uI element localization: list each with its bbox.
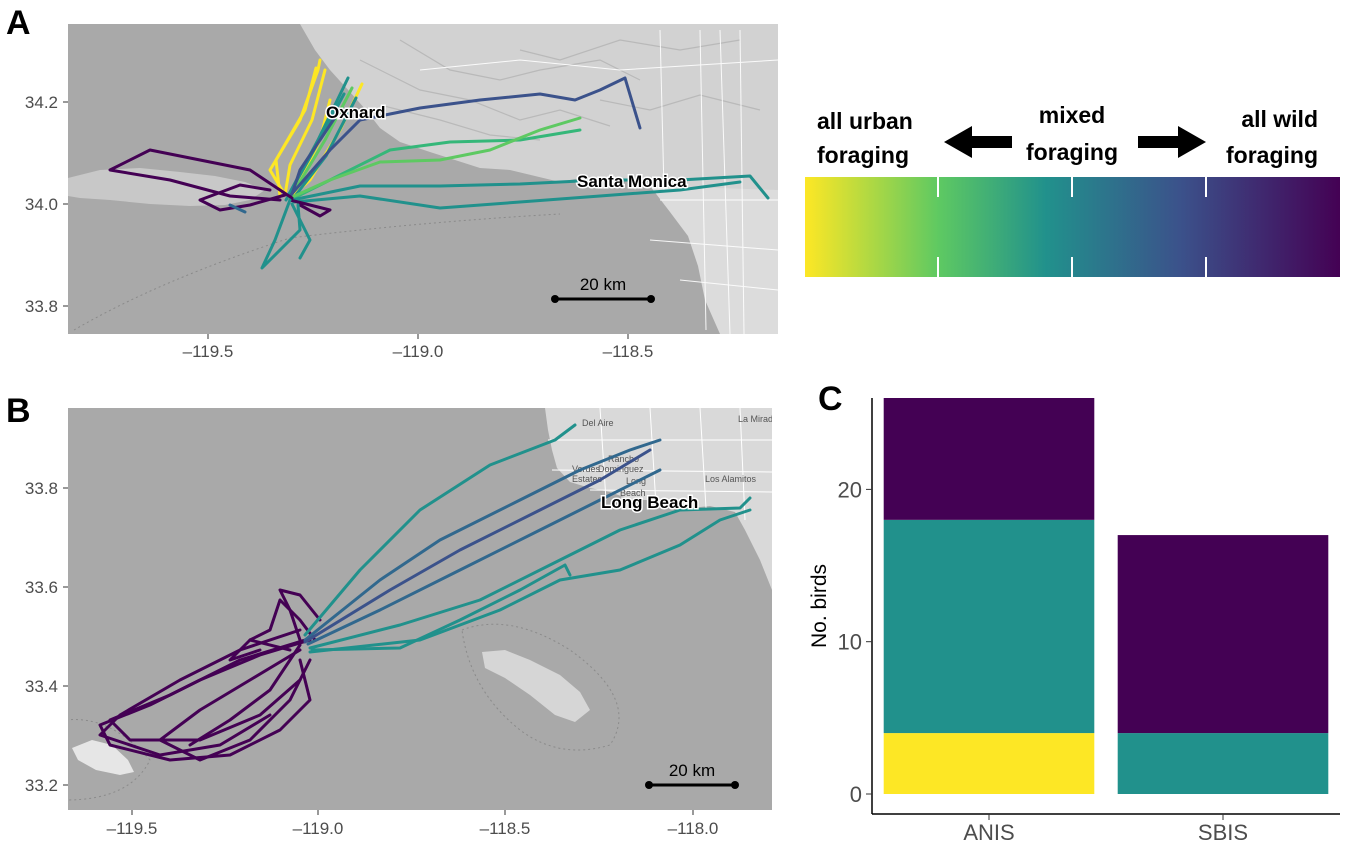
panel-a-map: Oxnard Santa Monica 20 km — [68, 24, 778, 334]
a-xtick: –118.5 — [603, 342, 654, 361]
c-y-ticks: 0 10 20 — [838, 477, 872, 807]
c-y-axis-title: No. birds — [808, 564, 831, 648]
a-xtick: –119.0 — [393, 342, 444, 361]
legend-right-line2: foraging — [1226, 142, 1318, 168]
mainland — [545, 408, 772, 590]
b-ytick: 33.6 — [25, 578, 58, 597]
roads — [419, 29, 778, 334]
b-xtick: –118.0 — [668, 819, 719, 838]
a-ytick: 34.0 — [25, 195, 58, 214]
c-ytick-label: 0 — [850, 782, 862, 807]
place-santa-monica: Santa Monica — [577, 172, 687, 191]
a-xtick: –119.5 — [183, 342, 234, 361]
arrow-left-icon — [944, 126, 1012, 158]
a-ytick: 33.8 — [25, 297, 58, 316]
bar-segment-sbis-1 — [1117, 733, 1329, 794]
axis-a: –119.5 –119.0 –118.5 33.8 34.0 34.2 — [25, 93, 653, 361]
catalina-island — [482, 650, 590, 722]
bar-chart — [883, 398, 1329, 794]
panel-a: A — [6, 4, 778, 361]
bar-segment-anis-2 — [883, 398, 1095, 520]
legend-left-line1: all urban — [817, 108, 913, 134]
c-xtick-label: SBIS — [1198, 820, 1248, 842]
panel-b-map: Del Aire La Mirada Rancho Dominguez Long… — [68, 408, 778, 810]
scale-bar-b: 20 km — [645, 761, 739, 789]
a-ytick: 34.2 — [25, 93, 58, 112]
b-xtick: –119.5 — [107, 819, 158, 838]
c-ytick-label: 20 — [838, 477, 862, 502]
island — [68, 168, 265, 206]
c-x-ticks: ANIS SBIS — [963, 814, 1248, 842]
panel-b: B Del Aire La Mirada Rancho Dominguez Lo… — [6, 392, 778, 838]
place-long-beach: Long Beach — [601, 493, 698, 512]
b-ytick: 33.2 — [25, 776, 58, 795]
panel-c-letter: C — [818, 380, 843, 418]
svg-text:La Mirada: La Mirada — [738, 414, 778, 424]
legend-mid-line1: mixed — [1039, 102, 1105, 128]
b-xtick: –119.0 — [293, 819, 344, 838]
place-oxnard: Oxnard — [326, 103, 386, 122]
tracks-a — [108, 58, 770, 270]
legend-right-line1: all wild — [1241, 106, 1318, 132]
color-bar-ticks — [937, 177, 1207, 277]
scale-bar-a: 20 km — [551, 275, 655, 303]
svg-text:Rancho: Rancho — [608, 454, 639, 464]
b-ytick: 33.8 — [25, 479, 58, 498]
legend-left-line2: foraging — [817, 142, 909, 168]
axis-b: –119.5 –119.0 –118.5 –118.0 33.2 33.4 33… — [25, 479, 718, 838]
svg-text:Los Alamitos: Los Alamitos — [705, 474, 757, 484]
bar-segment-anis-0 — [883, 733, 1095, 794]
svg-text:Estates: Estates — [572, 474, 603, 484]
b-ytick: 33.4 — [25, 677, 58, 696]
svg-text:Del Aire: Del Aire — [582, 418, 614, 428]
foraging-legend: all urban foraging mixed foraging all wi… — [805, 102, 1340, 277]
bar-segment-anis-1 — [883, 519, 1095, 734]
arrow-right-icon — [1138, 126, 1206, 158]
scale-label-a: 20 km — [580, 275, 626, 294]
panel-a-letter: A — [6, 4, 31, 42]
bar-segment-sbis-2 — [1117, 535, 1329, 734]
tracks-b — [98, 423, 752, 762]
panel-c: C 0 10 20 ANIS SBIS No. birds — [808, 380, 1340, 842]
panel-b-letter: B — [6, 392, 31, 430]
c-xtick-label: ANIS — [963, 820, 1014, 842]
legend-mid-line2: foraging — [1026, 139, 1118, 165]
la-urban — [650, 186, 778, 334]
scale-label-b: 20 km — [669, 761, 715, 780]
san-nicolas-island — [72, 740, 134, 775]
c-ytick-label: 10 — [838, 630, 862, 655]
svg-text:Beach: Beach — [620, 488, 646, 498]
b-xtick: –118.5 — [480, 819, 531, 838]
